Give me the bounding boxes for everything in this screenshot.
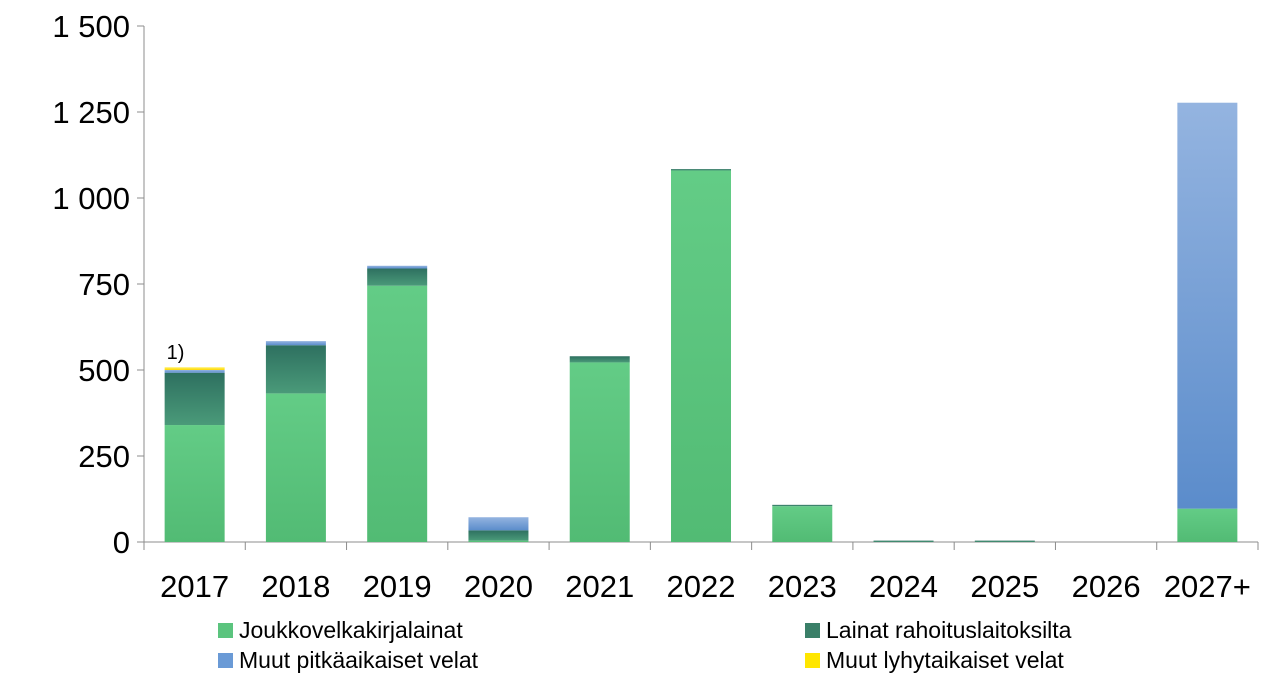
- legend-swatch-muut-lyhytaikaiset-velat: [805, 653, 820, 668]
- legend-label: Muut pitkäaikaiset velat: [239, 647, 479, 673]
- bar-joukkovelkakirjalainat-2019: [367, 285, 428, 542]
- bar-lainat-rahoituslaitoksilta-2024: [873, 540, 934, 542]
- legend-item-joukkovelkakirjalainat: Joukkovelkakirjalainat: [218, 617, 463, 644]
- x-tick-label: 2025: [970, 569, 1039, 604]
- legend-swatch-lainat-rahoituslaitoksilta: [805, 623, 820, 638]
- x-tick-label: 2019: [363, 569, 432, 604]
- annotation-label: 1): [167, 342, 185, 364]
- bar-joukkovelkakirjalainat-2022: [671, 170, 731, 543]
- y-tick-label: 250: [78, 439, 130, 474]
- bar-muut-pitkaaikaiset-velat-2027: [1177, 102, 1238, 509]
- legend: Joukkovelkakirjalainat Lainat rahoitusla…: [0, 612, 1263, 674]
- bar-joukkovelkakirjalainat-2018: [265, 393, 326, 542]
- bar-muut-pitkaaikaiset-velat-2017: [164, 370, 225, 373]
- legend-label: Joukkovelkakirjalainat: [239, 617, 463, 643]
- x-tick-label: 2018: [261, 569, 330, 604]
- bars: [164, 102, 1238, 543]
- bar-lainat-rahoituslaitoksilta-2025: [974, 540, 1035, 542]
- legend-label: Lainat rahoituslaitoksilta: [826, 617, 1072, 643]
- legend-item-lainat-rahoituslaitoksilta: Lainat rahoituslaitoksilta: [805, 617, 1071, 644]
- bar-joukkovelkakirjalainat-2017: [164, 425, 225, 542]
- bar-muut-lyhytaikaiset-velat-2017: [164, 367, 225, 370]
- x-tick-label: 2023: [768, 569, 837, 604]
- legend-label: Muut lyhytaikaiset velat: [826, 647, 1064, 673]
- annotations: 1): [167, 342, 185, 364]
- y-axis: 0 250 500 750 1 000 1 250 1 500: [52, 9, 145, 560]
- bar-lainat-rahoituslaitoksilta-2021: [569, 356, 630, 363]
- legend-item-muut-pitkaaikaiset-velat: Muut pitkäaikaiset velat: [218, 647, 478, 674]
- bar-lainat-rahoituslaitoksilta-2023: [772, 504, 833, 507]
- x-tick-label: 2027+: [1164, 569, 1251, 604]
- bar-joukkovelkakirjalainat-2027: [1177, 508, 1238, 542]
- bar-lainat-rahoituslaitoksilta-2019: [367, 268, 428, 286]
- x-tick-label: 2026: [1072, 569, 1141, 604]
- x-tick-label: 2020: [464, 569, 533, 604]
- y-tick-label: 0: [113, 525, 130, 560]
- bar-muut-pitkaaikaiset-velat-2018: [265, 341, 326, 346]
- y-tick-label: 1 000: [52, 181, 130, 216]
- y-tick-label: 750: [78, 267, 130, 302]
- bar-lainat-rahoituslaitoksilta-2020: [468, 530, 529, 541]
- bar-lainat-rahoituslaitoksilta-2022: [671, 169, 731, 171]
- x-tick-label: 2017: [160, 569, 229, 604]
- x-tick-label: 2024: [869, 569, 938, 604]
- bar-joukkovelkakirjalainat-2020: [468, 540, 529, 542]
- y-tick-label: 1 500: [52, 9, 130, 44]
- x-tick-label: 2022: [667, 569, 736, 604]
- legend-swatch-joukkovelkakirjalainat: [218, 623, 233, 638]
- bar-muut-pitkaaikaiset-velat-2019: [367, 265, 428, 269]
- bar-muut-pitkaaikaiset-velat-2020: [468, 517, 529, 531]
- legend-swatch-muut-pitkaaikaiset-velat: [218, 653, 233, 668]
- x-tick-label: 2021: [565, 569, 634, 604]
- x-axis: 2017 2018 2019 2020 2021 2022 2023 2024 2025 2026…: [143, 541, 1259, 604]
- bar-joukkovelkakirjalainat-2021: [569, 362, 630, 542]
- y-tick-label: 500: [78, 353, 130, 388]
- legend-item-muut-lyhytaikaiset-velat: Muut lyhytaikaiset velat: [805, 647, 1064, 674]
- y-tick-label: 1 250: [52, 95, 130, 130]
- bar-lainat-rahoituslaitoksilta-2017: [164, 372, 225, 426]
- bar-joukkovelkakirjalainat-2023: [772, 506, 833, 542]
- bar-lainat-rahoituslaitoksilta-2018: [265, 345, 326, 394]
